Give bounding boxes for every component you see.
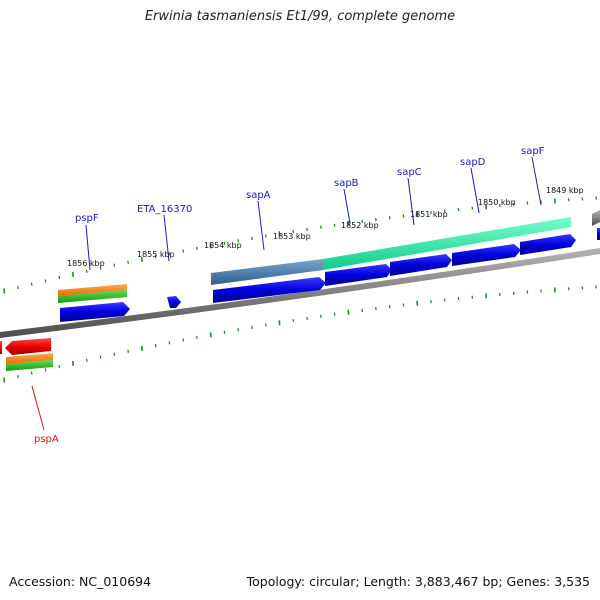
inner-scale-ticks — [3, 285, 598, 383]
gene-label-sapD[interactable]: sapD — [460, 157, 486, 168]
genome-backbone — [0, 248, 600, 338]
feature-track-green-pspF — [58, 290, 127, 303]
gene-label-sapB[interactable]: sapB — [334, 178, 359, 189]
label-leader-sapB — [343, 188, 351, 224]
scale-label: 1853 kbp — [273, 232, 311, 241]
label-leader-pspF — [85, 224, 91, 271]
scale-label: 1851 kbp — [410, 210, 448, 219]
scale-label: 1856 kbp — [67, 259, 105, 268]
gene-ETA_16370[interactable] — [167, 296, 181, 308]
gene-sapB[interactable] — [325, 264, 392, 286]
gene-label-sapF[interactable]: sapF — [521, 146, 545, 157]
feature-track-steel — [211, 259, 323, 285]
label-leader-sapF — [531, 156, 542, 206]
scale-label: 1855 kbp — [137, 250, 175, 259]
gene-partial-right[interactable] — [597, 228, 600, 240]
gene-label-pspF[interactable]: pspF — [75, 213, 99, 224]
genome-summary-label: Topology: circular; Length: 3,883,467 bp… — [246, 574, 590, 589]
gene-sapC[interactable] — [390, 254, 452, 276]
feature-track-orange-pspA — [6, 353, 53, 364]
gene-label-sapC[interactable]: sapC — [397, 167, 422, 178]
feature-track-teal — [323, 217, 571, 270]
genome-title: Erwinia tasmaniensis Et1/99, complete ge… — [144, 9, 456, 24]
outer-scale-ticks — [3, 196, 598, 294]
gene-sapA[interactable] — [213, 277, 326, 303]
gene-pspA[interactable] — [5, 338, 51, 355]
accession-label: Accession: NC_010694 — [9, 574, 152, 589]
label-leader-pspA — [31, 385, 45, 431]
feature-track-orange-pspF — [58, 284, 127, 296]
label-leader-sapC — [407, 177, 415, 226]
label-leader-sapD — [470, 167, 480, 214]
scale-label: 1849 kbp — [546, 186, 584, 195]
scale-label: 1854 kbp — [204, 241, 242, 250]
gene-sapF[interactable] — [520, 234, 576, 255]
gene-sapD[interactable] — [452, 244, 521, 266]
gene-partial-left[interactable] — [0, 341, 2, 354]
gene-label-ETA_16370[interactable]: ETA_16370 — [137, 204, 192, 215]
label-leader-sapA — [257, 200, 265, 251]
feature-track-green-pspA — [6, 360, 53, 371]
gene-label-sapA[interactable]: sapA — [246, 190, 271, 201]
gene-pspF[interactable] — [60, 302, 130, 322]
gene-label-pspA[interactable]: pspA — [34, 434, 59, 445]
scale-label: 1850 kbp — [478, 198, 516, 207]
backbone-segment-right — [592, 210, 600, 226]
label-leader-ETA_16370 — [163, 214, 170, 262]
scale-label: 1852 kbp — [341, 221, 379, 230]
